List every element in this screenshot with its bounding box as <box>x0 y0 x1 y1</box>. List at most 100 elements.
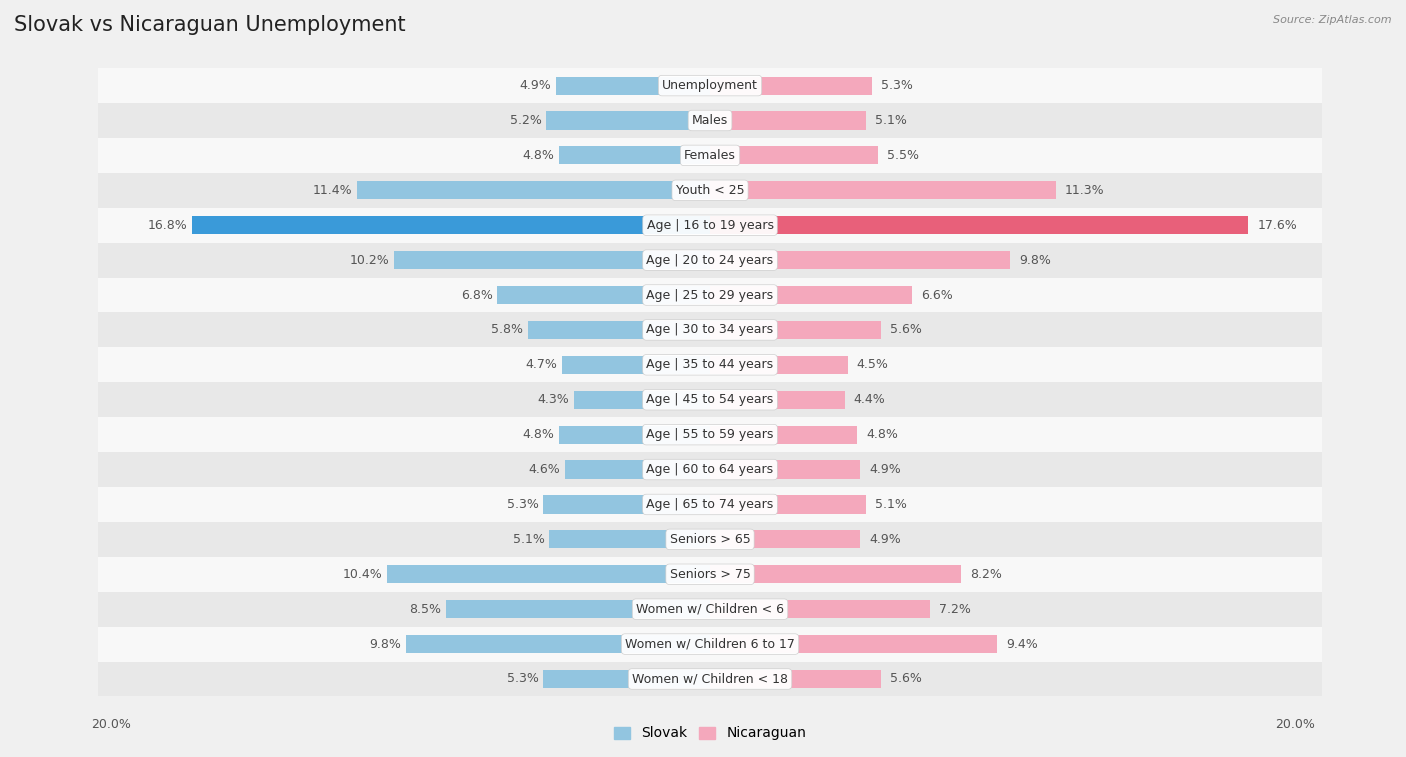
Text: 5.1%: 5.1% <box>875 114 907 127</box>
Text: 20.0%: 20.0% <box>91 718 131 731</box>
Text: 4.6%: 4.6% <box>529 463 560 476</box>
Bar <box>98 487 1322 522</box>
Text: 5.3%: 5.3% <box>508 672 538 686</box>
Bar <box>406 635 411 653</box>
Bar <box>569 460 710 478</box>
Bar <box>392 565 710 584</box>
Text: 16.8%: 16.8% <box>148 219 187 232</box>
Bar <box>710 111 866 129</box>
Text: 5.3%: 5.3% <box>882 79 912 92</box>
Text: 5.3%: 5.3% <box>508 498 538 511</box>
Bar <box>98 627 1322 662</box>
Text: Age | 45 to 54 years: Age | 45 to 54 years <box>647 393 773 407</box>
Text: Source: ZipAtlas.com: Source: ZipAtlas.com <box>1274 15 1392 25</box>
Text: 5.5%: 5.5% <box>887 149 920 162</box>
Bar <box>394 251 398 269</box>
Bar <box>98 662 1322 696</box>
Bar <box>710 531 860 548</box>
Bar <box>361 181 710 199</box>
Bar <box>710 181 1056 199</box>
Text: Age | 25 to 29 years: Age | 25 to 29 years <box>647 288 773 301</box>
Text: 4.9%: 4.9% <box>519 79 551 92</box>
Bar <box>98 557 1322 592</box>
Bar <box>710 251 1010 269</box>
Text: Age | 60 to 64 years: Age | 60 to 64 years <box>647 463 773 476</box>
Text: 4.3%: 4.3% <box>537 393 569 407</box>
Bar <box>710 356 848 374</box>
Text: Males: Males <box>692 114 728 127</box>
Bar <box>197 217 710 234</box>
Bar <box>710 565 960 584</box>
Text: Age | 65 to 74 years: Age | 65 to 74 years <box>647 498 773 511</box>
Bar <box>502 286 710 304</box>
Text: 10.4%: 10.4% <box>343 568 382 581</box>
Text: 5.1%: 5.1% <box>875 498 907 511</box>
Text: 4.4%: 4.4% <box>853 393 886 407</box>
Bar <box>98 68 1322 103</box>
Text: Females: Females <box>685 149 735 162</box>
Bar <box>543 670 548 688</box>
Text: Youth < 25: Youth < 25 <box>676 184 744 197</box>
Text: 5.6%: 5.6% <box>890 323 922 336</box>
Bar <box>98 103 1322 138</box>
Text: 9.8%: 9.8% <box>370 637 401 650</box>
Text: 4.9%: 4.9% <box>869 533 901 546</box>
Bar <box>547 111 551 129</box>
Text: 4.7%: 4.7% <box>526 358 557 372</box>
Bar <box>533 321 710 339</box>
Text: 4.8%: 4.8% <box>522 149 554 162</box>
Bar <box>562 356 567 374</box>
Bar <box>543 495 548 513</box>
Text: 8.5%: 8.5% <box>409 603 441 615</box>
Bar <box>98 347 1322 382</box>
Bar <box>191 217 197 234</box>
Bar <box>555 76 560 95</box>
Bar <box>98 592 1322 627</box>
Text: 6.8%: 6.8% <box>461 288 494 301</box>
Bar <box>551 111 710 129</box>
Text: Unemployment: Unemployment <box>662 79 758 92</box>
Legend: Slovak, Nicaraguan: Slovak, Nicaraguan <box>609 721 811 746</box>
Bar <box>446 600 450 618</box>
Text: 4.5%: 4.5% <box>856 358 889 372</box>
Text: Age | 30 to 34 years: Age | 30 to 34 years <box>647 323 773 336</box>
Bar <box>565 460 569 478</box>
Bar <box>550 531 554 548</box>
Bar <box>710 600 931 618</box>
Bar <box>450 600 710 618</box>
Bar <box>710 495 866 513</box>
Text: 5.1%: 5.1% <box>513 533 546 546</box>
Bar <box>498 286 502 304</box>
Text: Age | 20 to 24 years: Age | 20 to 24 years <box>647 254 773 266</box>
Bar <box>558 425 564 444</box>
Text: Slovak vs Nicaraguan Unemployment: Slovak vs Nicaraguan Unemployment <box>14 15 406 35</box>
Bar <box>548 495 710 513</box>
Text: 6.6%: 6.6% <box>921 288 953 301</box>
Text: 9.4%: 9.4% <box>1007 637 1039 650</box>
Bar <box>560 76 710 95</box>
Text: 4.8%: 4.8% <box>522 428 554 441</box>
Bar <box>710 635 997 653</box>
Bar <box>578 391 710 409</box>
Text: 8.2%: 8.2% <box>970 568 1002 581</box>
Text: Women w/ Children < 6: Women w/ Children < 6 <box>636 603 785 615</box>
Text: 11.3%: 11.3% <box>1064 184 1104 197</box>
Bar <box>98 313 1322 347</box>
Text: Age | 55 to 59 years: Age | 55 to 59 years <box>647 428 773 441</box>
Text: 17.6%: 17.6% <box>1257 219 1298 232</box>
Bar <box>710 76 872 95</box>
Bar <box>710 217 1249 234</box>
Text: Age | 35 to 44 years: Age | 35 to 44 years <box>647 358 773 372</box>
Bar <box>98 207 1322 243</box>
Bar <box>548 670 710 688</box>
Bar <box>567 356 710 374</box>
Bar <box>710 425 856 444</box>
Bar <box>98 382 1322 417</box>
Bar <box>98 278 1322 313</box>
Bar <box>710 391 845 409</box>
Bar <box>710 460 860 478</box>
Bar <box>98 243 1322 278</box>
Text: 5.8%: 5.8% <box>492 323 523 336</box>
Bar <box>398 251 710 269</box>
Bar <box>710 286 912 304</box>
